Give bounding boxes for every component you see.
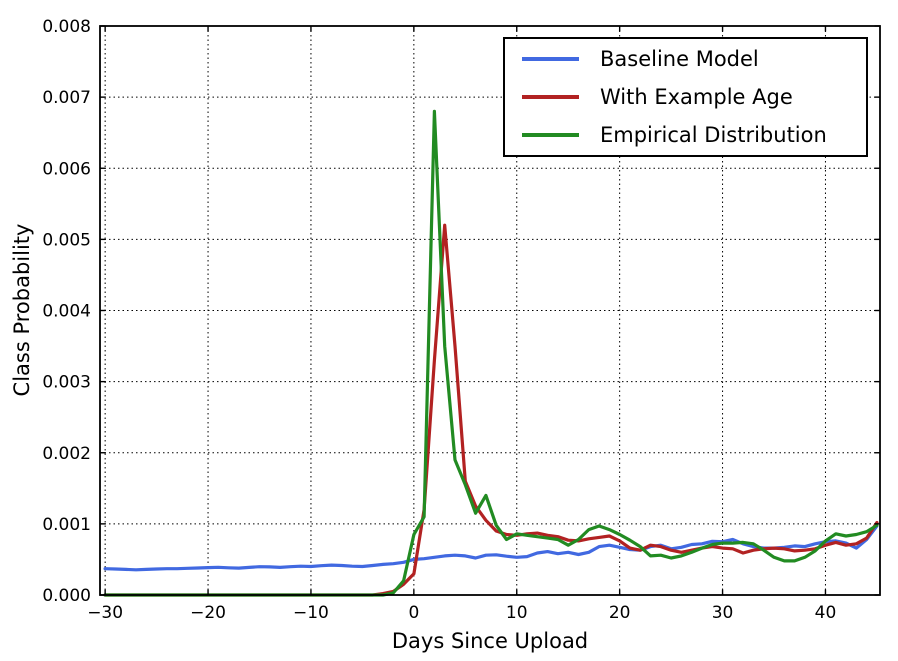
legend-item: Empirical Distribution xyxy=(505,117,866,153)
legend-label: Empirical Distribution xyxy=(600,123,827,147)
y-tick-label: 0.003 xyxy=(42,373,91,393)
legend-label: Baseline Model xyxy=(600,47,759,71)
x-tick-label: 0 xyxy=(408,603,419,623)
x-tick-label: 30 xyxy=(712,603,734,623)
y-axis-label: Class Probability xyxy=(10,223,34,397)
y-tick-label: 0.008 xyxy=(42,17,91,37)
series-line-empirical-distribution xyxy=(103,109,879,597)
x-tick-label: −10 xyxy=(293,603,329,623)
x-tick-label: −20 xyxy=(190,603,226,623)
legend-line-swatch-icon xyxy=(522,95,579,99)
legend-item: Baseline Model xyxy=(505,41,866,77)
y-tick-label: 0.001 xyxy=(42,515,91,535)
x-tick-label: 10 xyxy=(506,603,528,623)
y-tick-label: 0.000 xyxy=(42,586,91,606)
series-line-baseline-model xyxy=(103,524,879,572)
x-axis-label: Days Since Upload xyxy=(391,629,589,653)
x-tick-label: 20 xyxy=(609,603,631,623)
x-tick-label: −30 xyxy=(87,603,123,623)
legend-line-swatch-icon xyxy=(522,133,579,137)
y-tick-label: 0.006 xyxy=(42,159,91,179)
legend-item: With Example Age xyxy=(505,79,866,115)
y-tick-label: 0.005 xyxy=(42,230,91,250)
series-line-with-example-age xyxy=(103,223,879,597)
y-tick-label: 0.007 xyxy=(42,88,91,108)
y-tick-label: 0.002 xyxy=(42,444,91,464)
legend-label: With Example Age xyxy=(600,85,793,109)
x-tick-label: 40 xyxy=(815,603,837,623)
legend-line-swatch-icon xyxy=(522,57,579,61)
legend: Baseline Model With Example Age Empirical … xyxy=(503,37,868,157)
y-tick-label: 0.004 xyxy=(42,302,91,322)
